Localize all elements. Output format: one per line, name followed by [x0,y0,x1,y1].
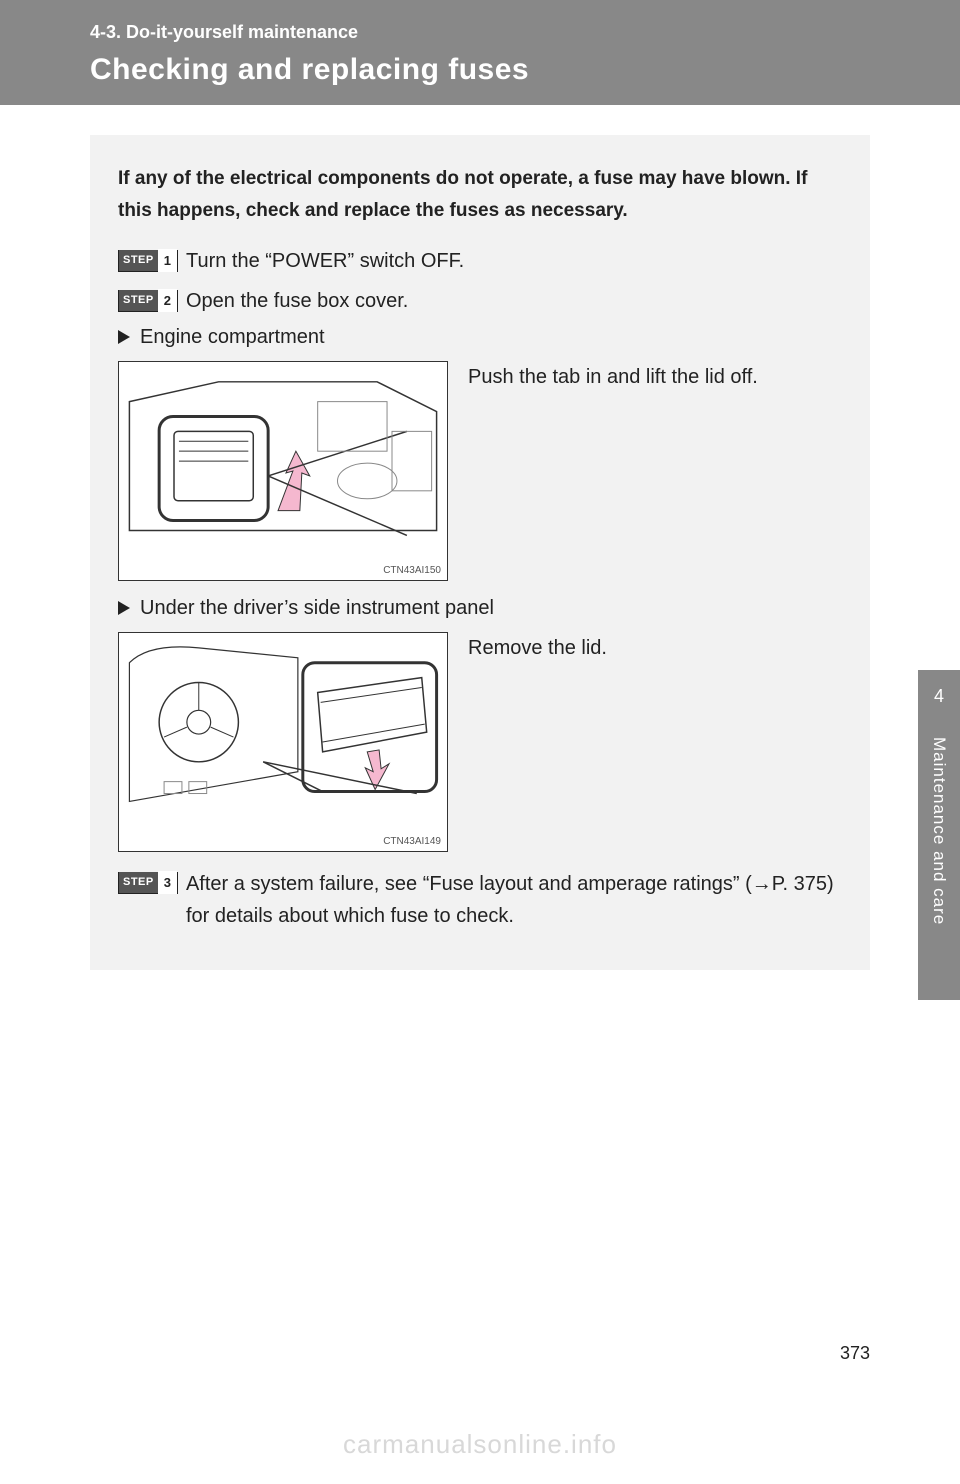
step-3-text: After a system failure, see “Fuse layout… [186,868,842,932]
content-box: If any of the electrical components do n… [90,135,870,970]
driver-subhead: Under the driver’s side instrument panel [118,597,842,620]
page-title: Checking and replacing fuses [90,53,960,87]
triangle-icon [118,601,130,615]
step-badge-2: STEP 2 [118,290,178,312]
step-label: STEP [119,290,158,311]
step-badge-3: STEP 3 [118,872,178,894]
step-label: STEP [119,250,158,271]
engine-fig-code: CTN43AI150 [383,565,441,576]
driver-heading: Under the driver’s side instrument panel [140,597,494,620]
step-num-1: 1 [158,249,177,273]
driver-fig-desc: Remove the lid. [468,632,842,852]
chapter-number: 4 [934,686,944,707]
triangle-icon [118,330,130,344]
driver-fig-code: CTN43AI149 [383,836,441,847]
header-band: 4-3. Do-it-yourself maintenance Checking… [0,0,960,105]
step-2-line: STEP 2 Open the fuse box cover. [118,286,842,316]
step-1-text: Turn the “POWER” switch OFF. [186,246,464,276]
step-label: STEP [119,872,158,893]
side-tab: 4 Maintenance and care [918,670,960,1000]
step-2-text: Open the fuse box cover. [186,286,408,316]
step-num-3: 3 [158,871,177,895]
step-num-2: 2 [158,289,177,313]
engine-fig-desc: Push the tab in and lift the lid off. [468,361,842,581]
driver-figure: CTN43AI149 [118,632,448,852]
step-1-line: STEP 1 Turn the “POWER” switch OFF. [118,246,842,276]
step-3-line: STEP 3 After a system failure, see “Fuse… [118,868,842,932]
side-tab-label: Maintenance and care [929,737,949,925]
step-badge-1: STEP 1 [118,250,178,272]
page-number: 373 [840,1343,870,1364]
watermark: carmanualsonline.info [0,1429,960,1460]
section-number: 4-3. Do-it-yourself maintenance [90,22,960,43]
engine-subhead: Engine compartment [118,326,842,349]
driver-fig-row: CTN43AI149 Remove the lid. [118,632,842,852]
engine-heading: Engine compartment [140,326,325,349]
engine-fig-row: CTN43AI150 Push the tab in and lift the … [118,361,842,581]
intro-text: If any of the electrical components do n… [118,163,842,228]
engine-figure: CTN43AI150 [118,361,448,581]
